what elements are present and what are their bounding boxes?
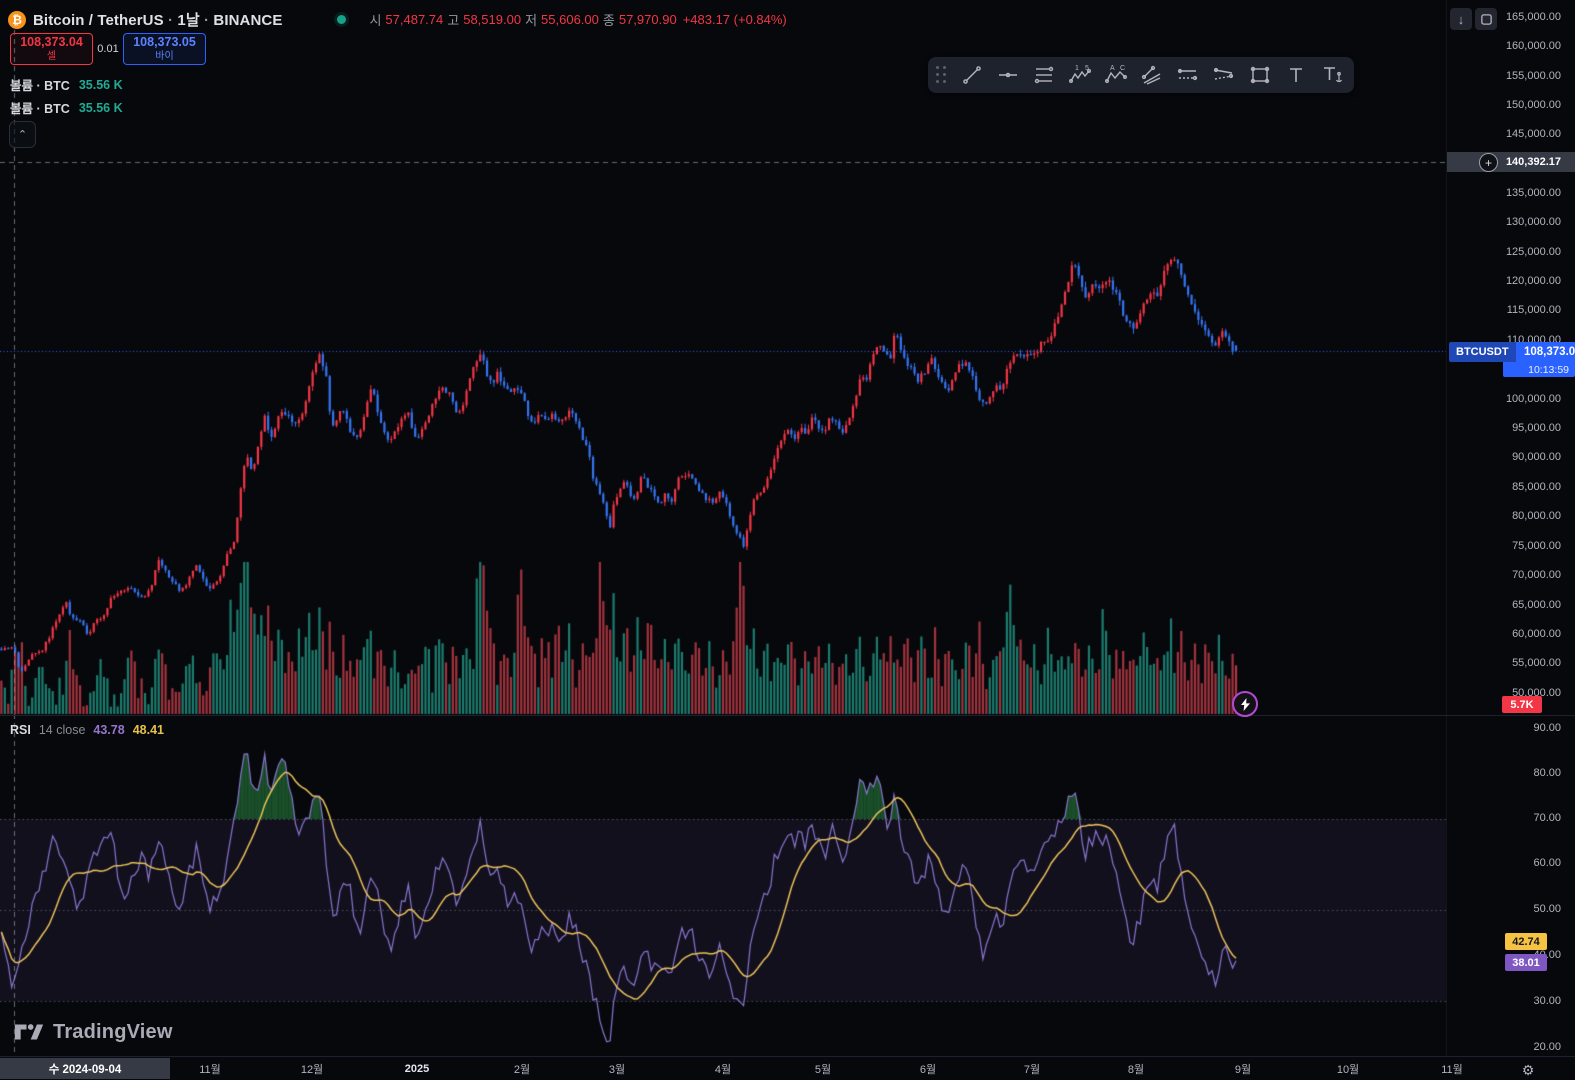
tradingview-logo-icon bbox=[14, 1024, 44, 1040]
crosshair-price-label: 140,392.17 bbox=[1447, 152, 1575, 172]
add-alert-plus-icon[interactable]: + bbox=[1479, 153, 1498, 172]
anchored-text-icon[interactable] bbox=[1314, 60, 1350, 90]
time-axis-label: 9월 bbox=[1234, 1063, 1252, 1076]
last-price-label: BTCUSDT 108,373.04 bbox=[1449, 342, 1575, 362]
screenshot-button[interactable] bbox=[1475, 8, 1497, 30]
crosshair-date-label: 수 2024-09-04 bbox=[0, 1058, 170, 1079]
svg-text:1: 1 bbox=[1075, 65, 1079, 72]
rectangle-icon[interactable] bbox=[1242, 60, 1278, 90]
price-axis-label: 130,000.00 bbox=[1505, 216, 1561, 228]
trade-panel: 108,373.04 셀 0.01 108,373.05 바이 bbox=[10, 33, 206, 65]
market-status-icon[interactable] bbox=[337, 15, 347, 24]
price-axis-label: 145,000.00 bbox=[1505, 128, 1561, 140]
price-axis-label: 55,000.00 bbox=[1512, 657, 1561, 669]
symbol-header: ₿ Bitcoin / TetherUS · 1날 · BINANCE 시 57,… bbox=[8, 9, 787, 30]
long-position-icon[interactable] bbox=[1170, 60, 1206, 90]
lightning-boost-button[interactable] bbox=[1232, 691, 1258, 717]
time-axis-label: 4월 bbox=[714, 1063, 732, 1076]
ohlc-values: 시 57,487.74 고 58,519.00 저 55,606.00 종 57,970… bbox=[369, 12, 787, 28]
price-axis-label: 165,000.00 bbox=[1505, 11, 1561, 23]
projection-icon[interactable] bbox=[1206, 60, 1242, 90]
price-axis-label: 115,000.00 bbox=[1506, 304, 1561, 316]
volume-legend-row[interactable]: 볼륨 · BTC 35.56 K bbox=[10, 100, 123, 117]
rsi-axis-label: 20.00 bbox=[1533, 1041, 1561, 1053]
time-axis-label: 11월 bbox=[199, 1063, 221, 1076]
price-axis-label: 95,000.00 bbox=[1512, 422, 1561, 434]
price-axis-label: 70,000.00 bbox=[1512, 569, 1561, 581]
time-axis[interactable]: 10월11월12월20252월3월4월5월6월7월8월9월10월11월 bbox=[0, 1057, 1575, 1080]
symbol-tag: BTCUSDT bbox=[1449, 342, 1516, 362]
last-price-value: 108,373.04 bbox=[1515, 342, 1575, 362]
price-axis-label: 75,000.00 bbox=[1512, 540, 1561, 552]
sell-button[interactable]: 108,373.04 셀 bbox=[10, 33, 93, 65]
price-axis-label: 125,000.00 bbox=[1505, 246, 1561, 258]
rsi-ma-axis-label: 42.74 bbox=[1505, 933, 1547, 950]
price-axis-label: 150,000.00 bbox=[1505, 99, 1561, 111]
price-axis-label: 100,000.00 bbox=[1505, 393, 1561, 405]
time-axis-label: 11월 bbox=[1441, 1063, 1463, 1076]
price-axis-label: 90,000.00 bbox=[1512, 451, 1561, 463]
rsi-axis-label: 38.01 bbox=[1505, 954, 1547, 971]
svg-text:5: 5 bbox=[1085, 65, 1089, 72]
rsi-axis-label: 90.00 bbox=[1533, 722, 1561, 734]
fib-retracement-icon[interactable] bbox=[1026, 60, 1062, 90]
rsi-axis-label: 70.00 bbox=[1533, 812, 1561, 824]
time-axis-label: 7월 bbox=[1023, 1063, 1041, 1076]
rsi-axis-label: 80.00 bbox=[1533, 767, 1561, 779]
price-axis-separator bbox=[1446, 0, 1447, 1056]
indicator-legend: 볼륨 · BTC 35.56 K 볼륨 · BTC 35.56 K bbox=[10, 73, 123, 119]
price-axis-label: 60,000.00 bbox=[1512, 628, 1561, 640]
volume-legend-row[interactable]: 볼륨 · BTC 35.56 K bbox=[10, 77, 123, 94]
buy-button[interactable]: 108,373.05 바이 bbox=[123, 33, 206, 65]
symbol-title[interactable]: Bitcoin / TetherUS · 1날 · BINANCE bbox=[33, 12, 283, 29]
price-axis-label: 80,000.00 bbox=[1512, 510, 1561, 522]
time-axis-label: 2025 bbox=[404, 1062, 430, 1075]
price-axis-label: 160,000.00 bbox=[1505, 40, 1561, 52]
bar-countdown: 10:13:59 bbox=[1503, 362, 1575, 377]
time-axis-label: 8월 bbox=[1127, 1063, 1145, 1076]
rsi-axis-label: 50.00 bbox=[1533, 903, 1561, 915]
rsi-axis-label: 60.00 bbox=[1533, 857, 1561, 869]
price-axis-label: 135,000.00 bbox=[1505, 187, 1561, 199]
time-axis-separator bbox=[0, 1056, 1575, 1057]
rsi-legend[interactable]: RSI 14 close 43.78 48.41 bbox=[10, 723, 164, 737]
collapse-legend-button[interactable]: ⌃ bbox=[9, 121, 36, 148]
price-axis-label: 155,000.00 bbox=[1505, 70, 1561, 82]
time-axis-label: 5월 bbox=[814, 1063, 832, 1076]
pitchfork-icon[interactable] bbox=[1134, 60, 1170, 90]
price-axis-label: 85,000.00 bbox=[1512, 481, 1561, 493]
time-axis-label: 2월 bbox=[513, 1063, 531, 1076]
svg-text:C: C bbox=[1120, 65, 1125, 72]
bitcoin-logo-icon: ₿ bbox=[8, 10, 26, 29]
rsi-axis-label: 30.00 bbox=[1533, 995, 1561, 1007]
volume-axis-label: 5.7K bbox=[1502, 696, 1542, 713]
trend-line-icon[interactable] bbox=[954, 60, 990, 90]
time-axis-label: 10월 bbox=[1336, 1063, 1360, 1076]
horizontal-line-icon[interactable] bbox=[990, 60, 1026, 90]
toolbar-drag-handle[interactable] bbox=[936, 66, 950, 84]
spread-value: 0.01 bbox=[97, 43, 119, 55]
scroll-to-latest-button[interactable]: ↓ bbox=[1450, 8, 1472, 30]
tradingview-logo[interactable]: TradingView bbox=[14, 1020, 173, 1044]
time-axis-label: 12월 bbox=[300, 1063, 324, 1076]
time-axis-label: 3월 bbox=[608, 1063, 626, 1076]
text-icon[interactable] bbox=[1278, 60, 1314, 90]
axis-settings-gear-icon[interactable]: ⚙ bbox=[1521, 1061, 1535, 1078]
svg-text:A: A bbox=[1110, 65, 1115, 72]
time-axis-label: 6월 bbox=[919, 1063, 937, 1076]
price-axis-label: 65,000.00 bbox=[1512, 599, 1561, 611]
price-axis-label: 120,000.00 bbox=[1505, 275, 1561, 287]
pane-separator[interactable] bbox=[0, 715, 1575, 716]
